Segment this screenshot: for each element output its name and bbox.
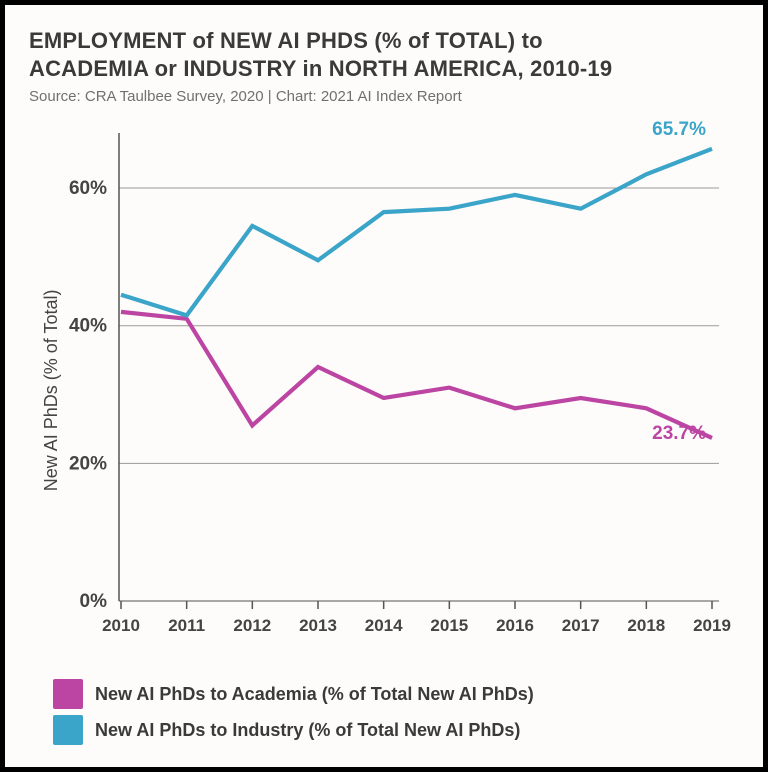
x-tick-label: 2010 (102, 616, 140, 635)
legend-item: New AI PhDs to Academia (% of Total New … (53, 679, 731, 709)
chart-area: 0% 20% 40% 60% 2010 2011 2012 2013 2014 2015 2016 2… (29, 119, 739, 649)
x-tick-label: 2019 (693, 616, 731, 635)
legend-swatch (53, 679, 83, 709)
series-end-label-academia: 23.7% (652, 423, 706, 444)
title-line-2: ACADEMIA or INDUSTRY in NORTH AMERICA, 2… (29, 56, 612, 81)
y-tick-label: 40% (69, 316, 107, 337)
series-line-industry (121, 149, 712, 316)
chart-card: EMPLOYMENT of NEW AI PHDS (% of TOTAL) t… (0, 0, 768, 772)
x-tick-label: 2012 (233, 616, 271, 635)
x-tick-label: 2013 (299, 616, 337, 635)
y-tick-label: 0% (80, 591, 108, 612)
legend: New AI PhDs to Academia (% of Total New … (29, 669, 739, 755)
title-line-1: EMPLOYMENT of NEW AI PHDS (% of TOTAL) t… (29, 28, 543, 53)
x-tick-label: 2018 (627, 616, 665, 635)
x-tick-label: 2017 (562, 616, 600, 635)
legend-label: New AI PhDs to Academia (% of Total New … (95, 684, 534, 705)
y-tick-label: 20% (69, 453, 107, 474)
chart-title: EMPLOYMENT of NEW AI PHDS (% of TOTAL) t… (29, 27, 739, 82)
x-tick-label: 2016 (496, 616, 534, 635)
x-tick-label: 2015 (430, 616, 468, 635)
chart-source: Source: CRA Taulbee Survey, 2020 | Chart… (29, 88, 739, 105)
y-tick-label: 60% (69, 178, 107, 199)
x-tick-label: 2011 (168, 616, 205, 635)
y-axis-title: New AI PhDs (% of Total) (41, 290, 61, 492)
series-line-academia (121, 312, 712, 438)
series-end-label-industry: 65.7% (652, 119, 706, 140)
legend-swatch (53, 715, 83, 745)
legend-item: New AI PhDs to Industry (% of Total New … (53, 715, 731, 745)
x-tick-label: 2014 (365, 616, 403, 635)
line-chart: 0% 20% 40% 60% 2010 2011 2012 2013 2014 2015 2016 2… (29, 119, 739, 649)
legend-label: New AI PhDs to Industry (% of Total New … (95, 720, 520, 741)
